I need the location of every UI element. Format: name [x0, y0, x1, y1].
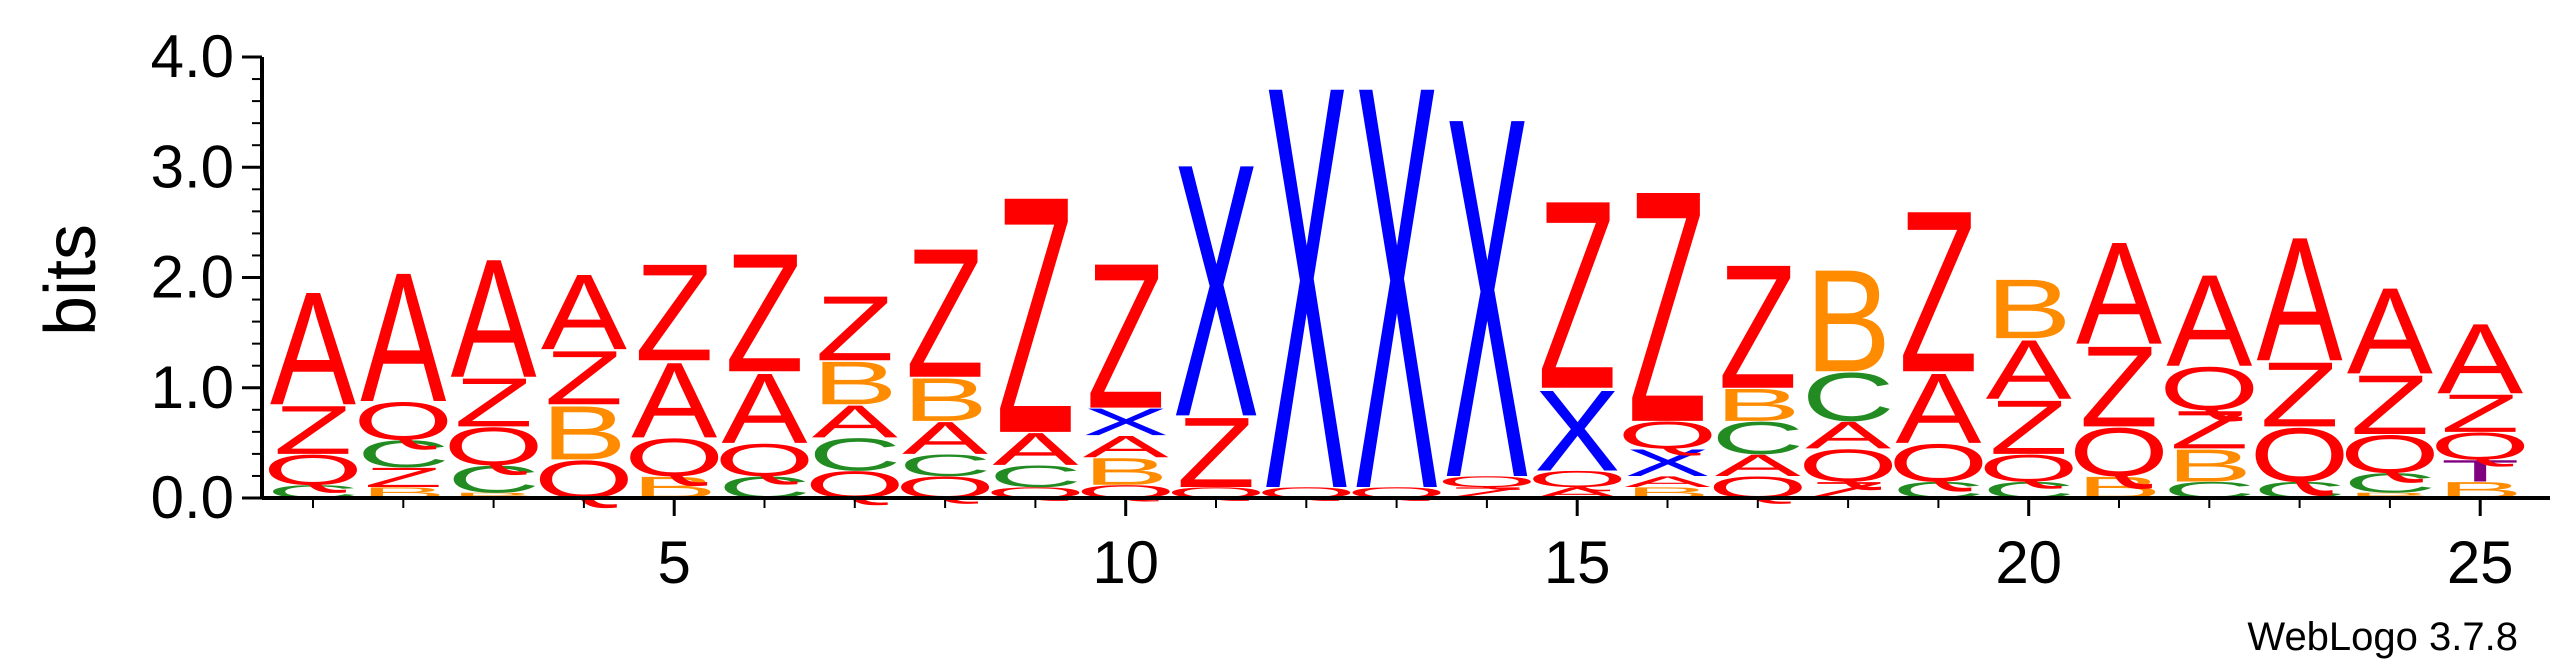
logo-letter-q: Q [2340, 424, 2440, 484]
logo-letter-a: A [270, 258, 356, 438]
logo-letter-a: A [1625, 473, 1712, 490]
logo-letter-b: B [1715, 379, 1801, 431]
logo-letter-a: A [1986, 323, 2072, 418]
x-tick-label: 5 [658, 529, 691, 596]
x-tick-label: 10 [1092, 529, 1159, 596]
logo-letter-q: Q [2069, 413, 2169, 491]
logo-letter-q: Q [624, 427, 724, 487]
y-tick-label: 1.0 [151, 354, 234, 421]
logo-letter-x: X [1444, 9, 1530, 585]
x-tick-label: 20 [1995, 529, 2062, 596]
logo-letter-z: Z [545, 335, 624, 421]
logo-letter-a: A [2347, 262, 2433, 400]
logo-letter-c: C [1711, 412, 1804, 464]
logo-letter-a: A [2076, 212, 2162, 375]
logo-letter-b: B [902, 366, 988, 434]
logo-letter-c: C [1802, 358, 1895, 436]
x-tick-label: 25 [2447, 529, 2514, 596]
logo-letter-x: X [1534, 366, 1620, 495]
logo-letter-q: Q [1798, 439, 1898, 491]
logo-letter-b: B [451, 491, 537, 500]
logo-letter-z: Z [1989, 384, 2068, 470]
logo-letter-a: A [2257, 200, 2343, 398]
logo-letter-a: A [1895, 354, 1981, 465]
logo-letter-x: X [1173, 88, 1259, 493]
logo-letter-z: Z [1628, 123, 1707, 492]
logo-letter-q: Q [1888, 433, 1988, 493]
logo-letter-c: C [808, 428, 901, 480]
logo-letter-z: Z [454, 363, 533, 441]
logo-letter-q: Q [2159, 355, 2259, 423]
logo-letter-q: Q [1437, 473, 1537, 490]
logo-letter-z: Z [996, 127, 1075, 505]
logo-letter-z: Z [815, 276, 894, 380]
logo-letter-b: B [1986, 262, 2072, 357]
logo-letter-x: X [1083, 401, 1169, 444]
y-tick-label: 2.0 [151, 244, 234, 311]
logo-glyphs: CQZABZCQABCQZAQBZABQAZCQAZQCABZQCABZQCAZ… [263, 0, 2530, 610]
logo-letter-b: B [2347, 491, 2433, 500]
logo-letter-a: A [541, 252, 628, 373]
logo-letter-z: Z [1718, 228, 1797, 426]
logo-letter-z: Z [1177, 398, 1256, 509]
logo-letter-a: A [1715, 448, 1802, 482]
logo-letter-a: A [451, 224, 538, 413]
logo-letter-c: C [899, 448, 992, 482]
logo-letter-q: Q [1617, 414, 1717, 457]
logo-letter-b: B [812, 349, 898, 417]
logo-letter-z: Z [906, 210, 985, 416]
logo-letter-x: X [1263, 0, 1349, 610]
logo-letter-a: A [992, 423, 1079, 475]
logo-letter-a: A [1083, 429, 1170, 463]
x-tick-label: 15 [1544, 529, 1611, 596]
logo-letter-z: Z [2441, 383, 2520, 443]
y-axis-label: bits [31, 224, 111, 336]
x-ticks: 5 10 15 20 25 [312, 498, 2514, 596]
logo-letter-b: B [541, 390, 627, 476]
logo-letter-q: Q [2430, 425, 2530, 468]
logo-letter-a: A [812, 395, 899, 447]
y-ticks: 0.0 1.0 2.0 3.0 4.0 [151, 23, 262, 531]
logo-letter-z: Z [635, 236, 714, 390]
logo-letter-z: Z [274, 391, 353, 469]
logo-letter-q: Q [443, 416, 543, 476]
logo-letter-q: Q [1979, 447, 2079, 490]
logo-letter-a: A [2437, 304, 2523, 415]
logo-letter-q: Q [714, 434, 814, 486]
logo-letter-a: A [721, 354, 807, 465]
y-tick-label: 3.0 [151, 133, 234, 200]
logo-letter-c: C [989, 459, 1082, 493]
logo-letter-a: A [631, 340, 718, 461]
logo-letter-z: Z [1538, 144, 1617, 445]
logo-letter-q: Q [1527, 466, 1627, 492]
logo-letter-x: X [1625, 442, 1711, 485]
y-tick-label: 0.0 [151, 464, 234, 531]
logo-letter-z: Z [2260, 342, 2339, 446]
logo-letter-c: C [357, 433, 450, 476]
logo-letter-b: B [2166, 439, 2252, 491]
logo-letter-b: B [1083, 450, 1169, 493]
logo-letter-z: Z [2080, 322, 2159, 451]
logo-letter-q: Q [263, 446, 363, 494]
y-tick-label: 4.0 [151, 23, 234, 90]
logo-letter-b: B [1805, 240, 1891, 403]
logo-letter-z: Z [2351, 358, 2430, 453]
logo-letter-z: Z [364, 462, 443, 493]
logo-letter-c: C [2343, 468, 2436, 499]
logo-letter-z: Z [1899, 163, 1978, 421]
logo-letter-z: Z [725, 218, 804, 407]
logo-letter-q: Q [2249, 412, 2349, 498]
weblogo-version-footer: WebLogo 3.7.8 [2247, 615, 2518, 659]
logo-letter-x: X [1354, 0, 1440, 610]
logo-letter-c: C [447, 458, 540, 501]
logo-letter-t: T [2441, 454, 2520, 488]
logo-letter-q: Q [353, 391, 453, 451]
logo-letter-z: Z [1086, 219, 1165, 452]
logo-letter-a: A [360, 234, 446, 440]
logo-letter-a: A [2166, 247, 2252, 394]
logo-letter-a: A [1805, 414, 1892, 457]
logo-letter-z: Z [2170, 400, 2249, 460]
logo-letter-a: A [902, 412, 989, 464]
